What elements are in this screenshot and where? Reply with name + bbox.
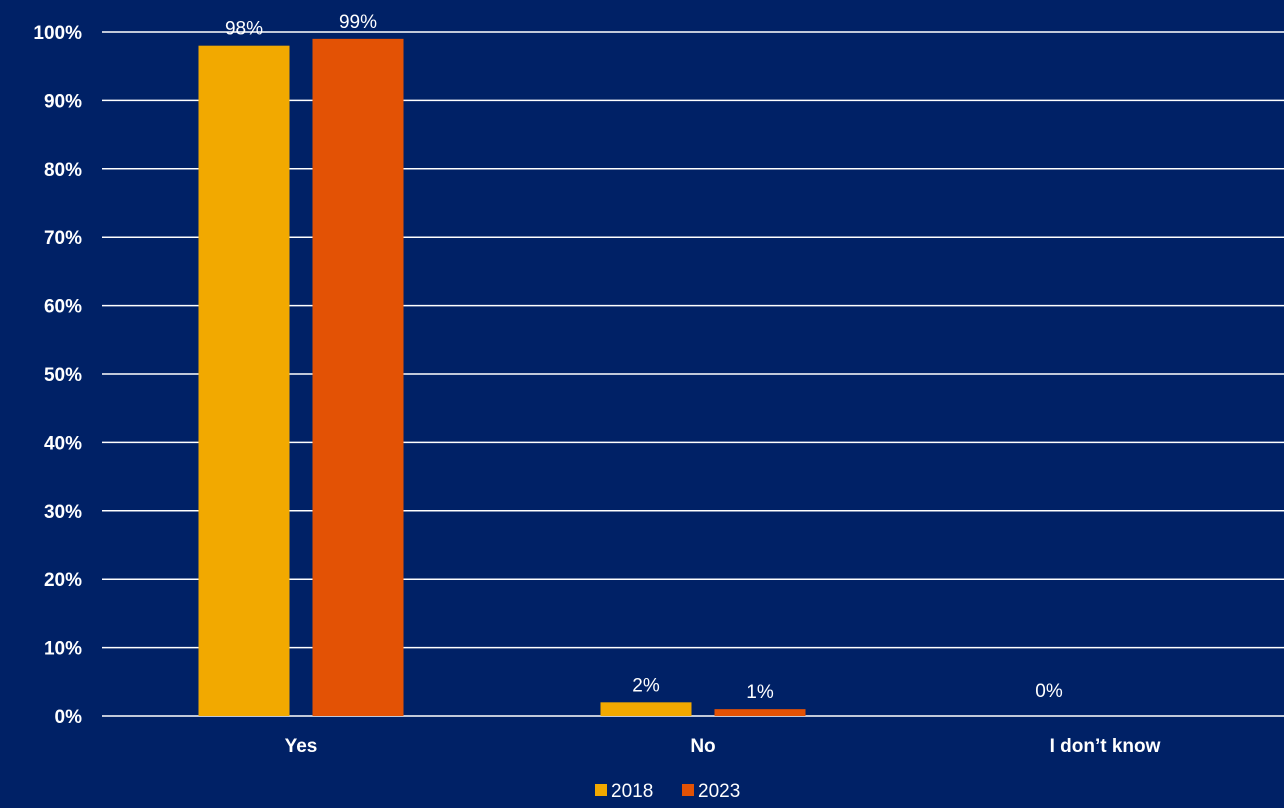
bar-2023-1 bbox=[714, 709, 806, 716]
data-label: 2% bbox=[632, 675, 660, 696]
y-tick-label: 90% bbox=[44, 91, 82, 112]
bar-2023-0 bbox=[312, 38, 404, 716]
x-category-label: I don’t know bbox=[1050, 736, 1161, 757]
data-label: 1% bbox=[746, 682, 774, 703]
y-tick-label: 100% bbox=[33, 23, 82, 44]
gridlines bbox=[102, 31, 1284, 717]
y-tick-label: 30% bbox=[44, 502, 82, 523]
legend: 2018 2023 bbox=[595, 781, 740, 802]
legend-label-2023: 2023 bbox=[698, 781, 740, 802]
data-label: 98% bbox=[225, 19, 263, 40]
data-label-i-dont-know: 0% bbox=[1035, 681, 1063, 702]
x-category-label: Yes bbox=[285, 736, 318, 757]
bars bbox=[198, 38, 806, 717]
y-tick-label: 50% bbox=[44, 365, 82, 386]
y-tick-label: 80% bbox=[44, 160, 82, 181]
y-tick-label: 10% bbox=[44, 639, 82, 660]
legend-label-2018: 2018 bbox=[611, 781, 653, 802]
y-tick-label: 0% bbox=[55, 707, 83, 728]
data-label: 99% bbox=[339, 12, 377, 33]
y-tick-label: 60% bbox=[44, 297, 82, 318]
legend-swatch-2023 bbox=[682, 784, 694, 796]
axis-labels: 0% 10% 20% 30% 40% 50% 60% 70% 80% 90% 100% Yes No I … bbox=[33, 23, 1160, 757]
bar-2018-0 bbox=[198, 45, 290, 717]
bar-2018-1 bbox=[600, 702, 692, 716]
data-labels: 98% 99% 2% 1% 0% bbox=[225, 12, 1063, 703]
y-tick-label: 20% bbox=[44, 570, 82, 591]
y-tick-label: 70% bbox=[44, 228, 82, 249]
y-tick-label: 40% bbox=[44, 433, 82, 454]
x-category-label: No bbox=[690, 736, 715, 757]
legend-swatch-2018 bbox=[595, 784, 607, 796]
